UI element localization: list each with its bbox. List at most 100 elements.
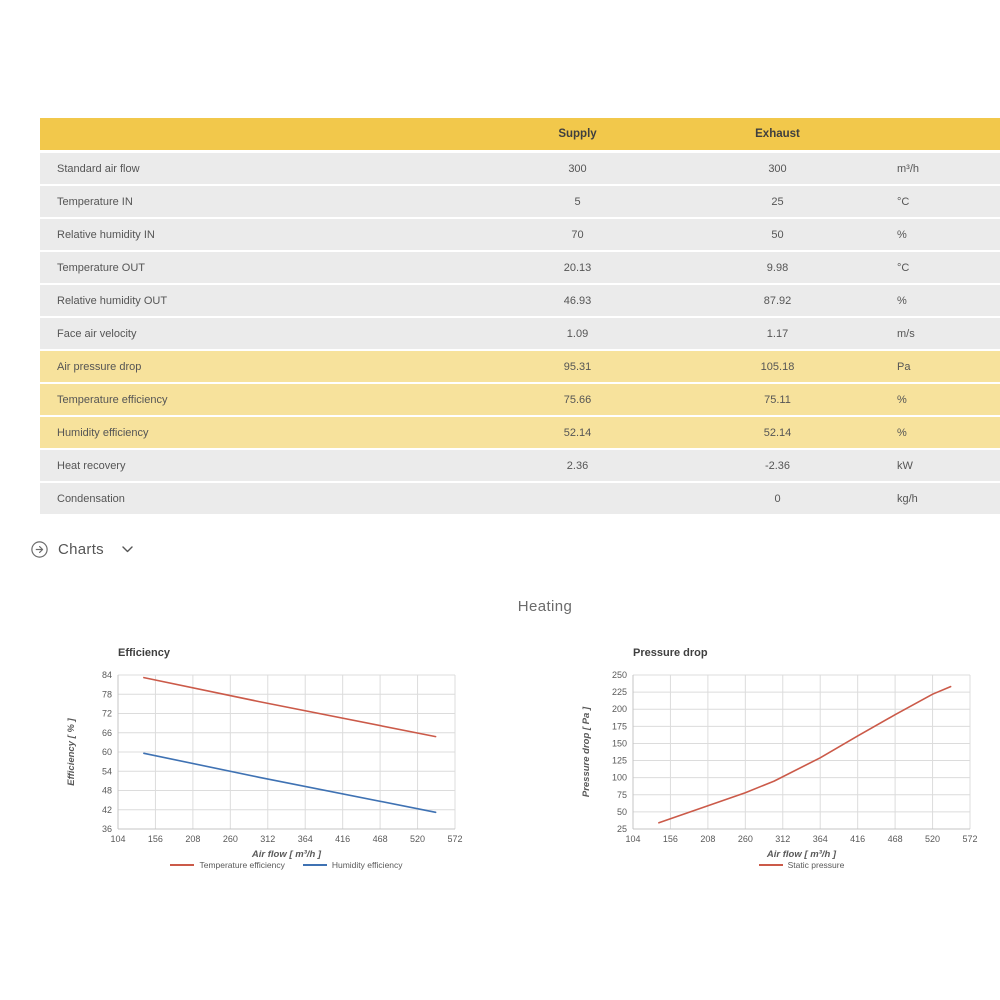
unit-label: % [897,393,907,406]
x-tick-label: 364 [298,834,313,844]
unit-label: % [897,294,907,307]
legend-line-swatch [302,864,327,866]
chart-legend: Static pressure [633,860,970,870]
legend-line-swatch [170,864,195,866]
unit-label: °C [897,261,910,274]
y-tick-label: 150 [612,738,627,748]
table-header-row: Supply Exhaust [40,118,1000,150]
x-tick-label: 208 [185,834,200,844]
table-row: Relative humidity OUT 46.93 87.92% [40,285,1000,316]
supply-value: 1.09 [566,327,589,340]
charts-section-toggle[interactable]: Charts [31,541,133,558]
y-tick-label: 50 [617,807,627,817]
x-tick-label: 520 [410,834,425,844]
row-label: Humidity efficiency [57,426,149,439]
table-row: Standard air flow 300 300 m³/h [40,153,1000,184]
chart-canvas: Pressure drop 25 50 75 100 125 150 175 200 225 250… [581,647,978,860]
supply-value: 2.36 [566,459,589,472]
unit-label: Pa [897,360,911,373]
y-axis-label: Pressure drop [ Pa ] [581,706,592,797]
header-supply-cell: Supply [558,128,597,140]
x-tick-label: 156 [663,834,678,844]
y-tick-label: 225 [612,687,627,697]
unit-label: °C [897,195,910,208]
y-tick-label: 48 [102,786,112,796]
supply-value: 5 [574,195,581,208]
supply-value: 75.66 [563,393,592,406]
legend-line-swatch [758,864,783,866]
exhaust-value: 87.92 [763,294,792,307]
y-axis-label: Efficiency [ % ] [66,717,77,785]
x-tick-label: 416 [335,834,350,844]
legend-label: Temperature efficiency [199,860,285,870]
exhaust-value: 0 [774,492,781,505]
y-tick-label: 75 [617,790,627,800]
y-tick-label: 78 [102,689,112,699]
chart-title: Pressure drop [633,647,708,659]
results-table: Supply Exhaust Standard air flow 300 300 m³… [40,118,1000,516]
row-label: Heat recovery [57,459,126,472]
exhaust-value: 50 [771,228,784,241]
y-tick-label: 100 [612,773,627,783]
x-tick-label: 572 [962,834,977,844]
table-row: Humidity efficiency 52.14 52.14% [40,417,1000,448]
chart-title: Efficiency [118,647,171,659]
x-tick-label: 468 [373,834,388,844]
row-label: Temperature efficiency [57,393,168,406]
x-tick-label: 520 [925,834,940,844]
y-tick-label: 54 [102,766,112,776]
row-label: Face air velocity [57,327,137,340]
row-label: Standard air flow [57,162,140,175]
unit-label: kg/h [897,492,918,505]
supply-value: 70 [571,228,584,241]
row-label: Relative humidity IN [57,228,155,241]
table-row: Temperature efficiency 75.66 75.11% [40,384,1000,415]
chart-canvas: Efficiency 36 42 48 54 60 66 72 78 84 104 156 208 260… [66,647,463,860]
x-tick-label: 312 [260,834,275,844]
x-axis-label: Air flow [ m³/h ] [251,849,322,860]
exhaust-value: 25 [771,195,784,208]
row-label: Temperature OUT [57,261,146,274]
y-tick-label: 42 [102,805,112,815]
row-label: Temperature IN [57,195,133,208]
x-tick-label: 572 [447,834,462,844]
legend-item: Temperature efficiency [170,860,285,870]
y-tick-label: 84 [102,670,112,680]
y-tick-label: 125 [612,756,627,766]
efficiency-chart: Efficiency 36 42 48 54 60 66 72 78 84 104 156 208 260… [60,642,480,887]
table-row: Air pressure drop 95.31 105.18 Pa [40,351,1000,382]
series-line [143,676,437,738]
exhaust-value: 300 [768,162,787,175]
chevron-down-icon[interactable] [122,546,133,553]
x-tick-label: 260 [223,834,238,844]
x-tick-label: 416 [850,834,865,844]
x-tick-label: 104 [110,834,125,844]
supply-value: 300 [568,162,587,175]
x-tick-label: 312 [775,834,790,844]
unit-label: % [897,426,907,439]
exhaust-value: 1.17 [766,327,789,340]
y-tick-label: 175 [612,721,627,731]
legend-item: Static pressure [758,860,844,870]
y-tick-label: 36 [102,824,112,834]
exhaust-value: 52.14 [763,426,792,439]
charts-section-label: Charts [58,541,104,558]
row-label: Condensation [57,492,125,505]
row-label: Air pressure drop [57,360,142,373]
row-label: Relative humidity OUT [57,294,168,307]
y-tick-label: 66 [102,728,112,738]
y-tick-label: 200 [612,704,627,714]
table-row: Condensation 0 kg/h [40,483,1000,514]
table-row: Temperature OUT 20.13 9.98 °C [40,252,1000,283]
x-tick-label: 156 [148,834,163,844]
supply-value: 20.13 [563,261,592,274]
table-row: Face air velocity 1.09 1.17 m/s [40,318,1000,349]
y-tick-label: 72 [102,709,112,719]
series-line [143,752,437,814]
table-row: Relative humidity IN 70 50% [40,219,1000,250]
x-tick-label: 104 [625,834,640,844]
unit-label: m/s [897,327,915,340]
y-tick-label: 60 [102,747,112,757]
legend-item: Humidity efficiency [302,860,403,870]
exhaust-value: -2.36 [764,459,791,472]
